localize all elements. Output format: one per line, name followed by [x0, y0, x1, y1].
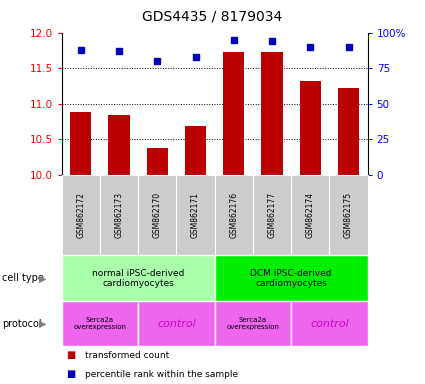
Bar — [62, 301, 138, 346]
Text: transformed count: transformed count — [85, 351, 169, 360]
Bar — [338, 88, 359, 175]
Bar — [261, 52, 283, 175]
Text: GSM862173: GSM862173 — [114, 192, 124, 238]
Bar — [223, 52, 244, 175]
Bar — [138, 301, 215, 346]
Bar — [215, 255, 368, 301]
Text: ▶: ▶ — [39, 273, 46, 283]
Text: GDS4435 / 8179034: GDS4435 / 8179034 — [142, 10, 283, 23]
Bar — [138, 175, 176, 255]
Bar — [147, 149, 168, 175]
Text: normal iPSC-derived
cardiomyocytes: normal iPSC-derived cardiomyocytes — [92, 269, 184, 288]
Text: GSM862170: GSM862170 — [153, 192, 162, 238]
Bar — [300, 81, 321, 175]
Bar — [185, 126, 206, 175]
Text: GSM862174: GSM862174 — [306, 192, 315, 238]
Bar — [329, 175, 368, 255]
Bar — [253, 175, 291, 255]
Text: DCM iPSC-derived
cardiomyocytes: DCM iPSC-derived cardiomyocytes — [250, 269, 332, 288]
Text: percentile rank within the sample: percentile rank within the sample — [85, 370, 238, 379]
Bar — [108, 115, 130, 175]
Text: Serca2a
overexpression: Serca2a overexpression — [227, 317, 279, 330]
Text: GSM862177: GSM862177 — [267, 192, 277, 238]
Bar — [62, 255, 215, 301]
Text: ■: ■ — [66, 350, 75, 360]
Bar — [62, 175, 100, 255]
Bar — [100, 175, 138, 255]
Text: cell type: cell type — [2, 273, 44, 283]
Bar — [291, 175, 329, 255]
Text: ▶: ▶ — [39, 318, 46, 329]
Text: GSM862176: GSM862176 — [229, 192, 238, 238]
Bar — [176, 175, 215, 255]
Bar — [215, 175, 253, 255]
Bar — [70, 112, 91, 175]
Text: GSM862175: GSM862175 — [344, 192, 353, 238]
Text: GSM862171: GSM862171 — [191, 192, 200, 238]
Bar — [291, 301, 368, 346]
Bar — [215, 301, 291, 346]
Text: control: control — [157, 318, 196, 329]
Text: Serca2a
overexpression: Serca2a overexpression — [74, 317, 126, 330]
Text: ■: ■ — [66, 369, 75, 379]
Text: control: control — [310, 318, 349, 329]
Text: GSM862172: GSM862172 — [76, 192, 85, 238]
Text: protocol: protocol — [2, 318, 42, 329]
